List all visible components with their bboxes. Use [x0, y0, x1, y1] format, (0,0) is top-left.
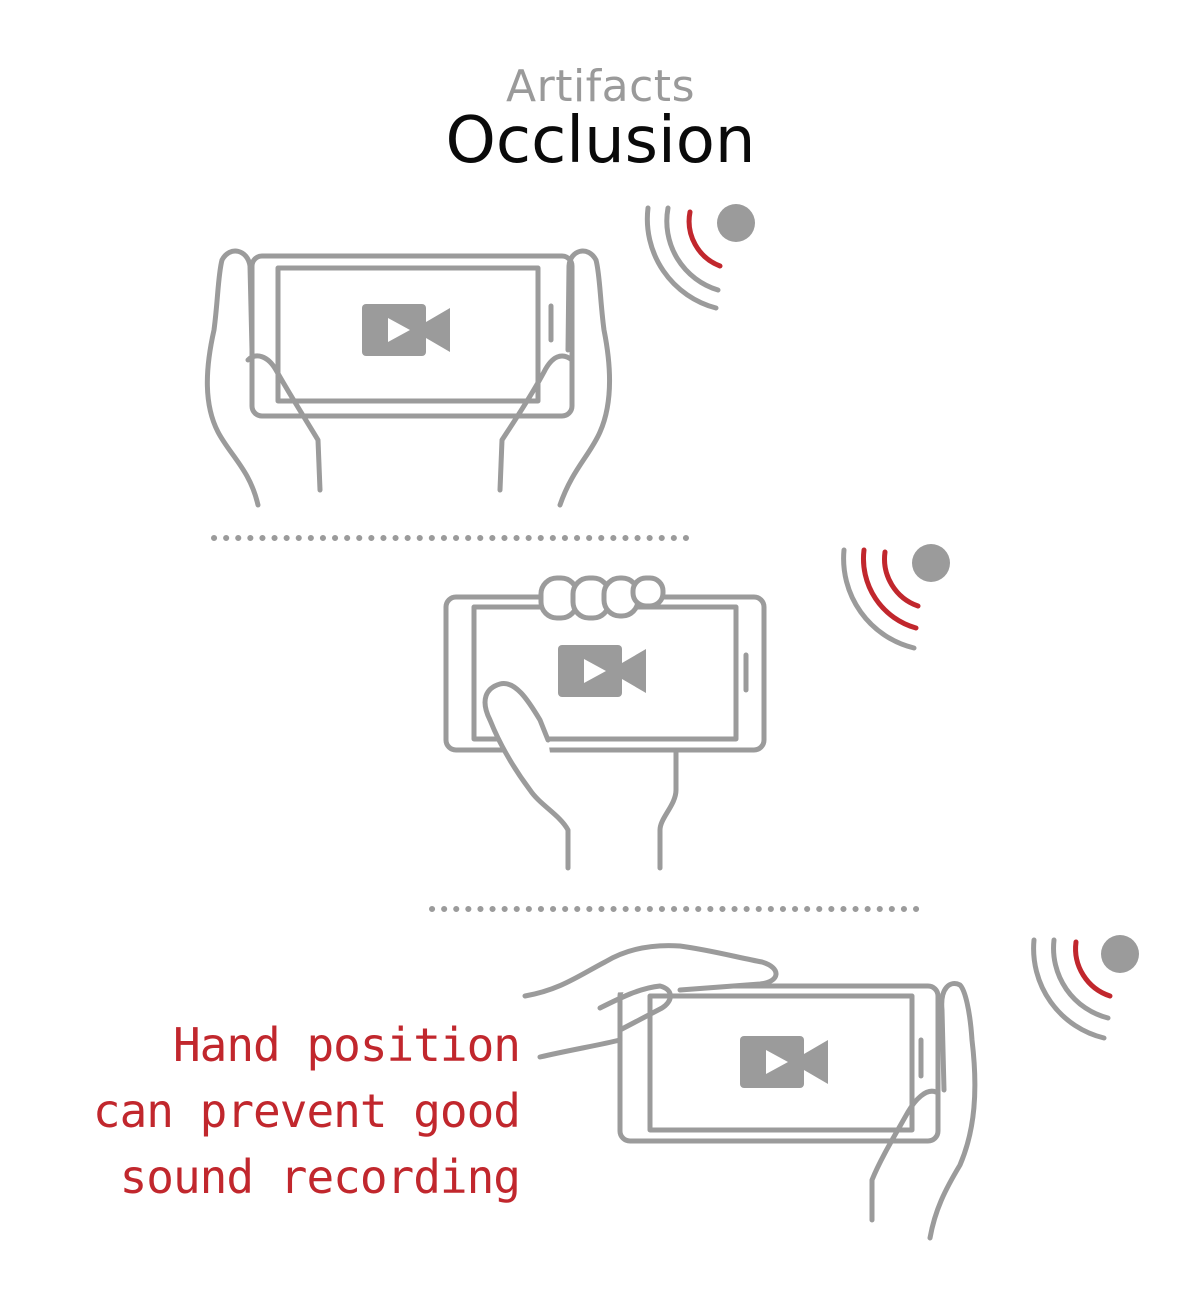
sound-waves-icon	[644, 204, 755, 311]
phone-body	[617, 983, 941, 1144]
page-title: Occlusion	[445, 104, 756, 178]
caption-line-1: Hand position	[172, 1018, 521, 1072]
scene-two-hands	[204, 204, 755, 508]
sound-waves-icon	[841, 544, 950, 651]
left-hand	[204, 248, 323, 508]
title-block: Artifacts Occlusion	[0, 61, 1201, 178]
right-hand	[497, 248, 613, 508]
top-hand	[522, 943, 779, 999]
supertitle: Artifacts	[506, 61, 695, 112]
fingertips	[538, 575, 666, 621]
scene-hand-over-corner	[522, 935, 1139, 1241]
video-camera-icon	[362, 304, 450, 356]
caption: Hand position can prevent good sound rec…	[80, 1012, 521, 1210]
caption-line-3: sound recording	[119, 1150, 521, 1204]
hand	[482, 681, 679, 871]
caption-line-2: can prevent good	[92, 1084, 521, 1138]
right-hand	[869, 981, 978, 1241]
sound-waves-icon	[1031, 935, 1139, 1041]
phone-screen	[275, 265, 541, 404]
video-camera-icon	[558, 645, 646, 697]
scene-fingers-over-top	[443, 544, 950, 871]
video-camera-icon	[740, 1036, 828, 1088]
phone-screen	[647, 993, 915, 1133]
